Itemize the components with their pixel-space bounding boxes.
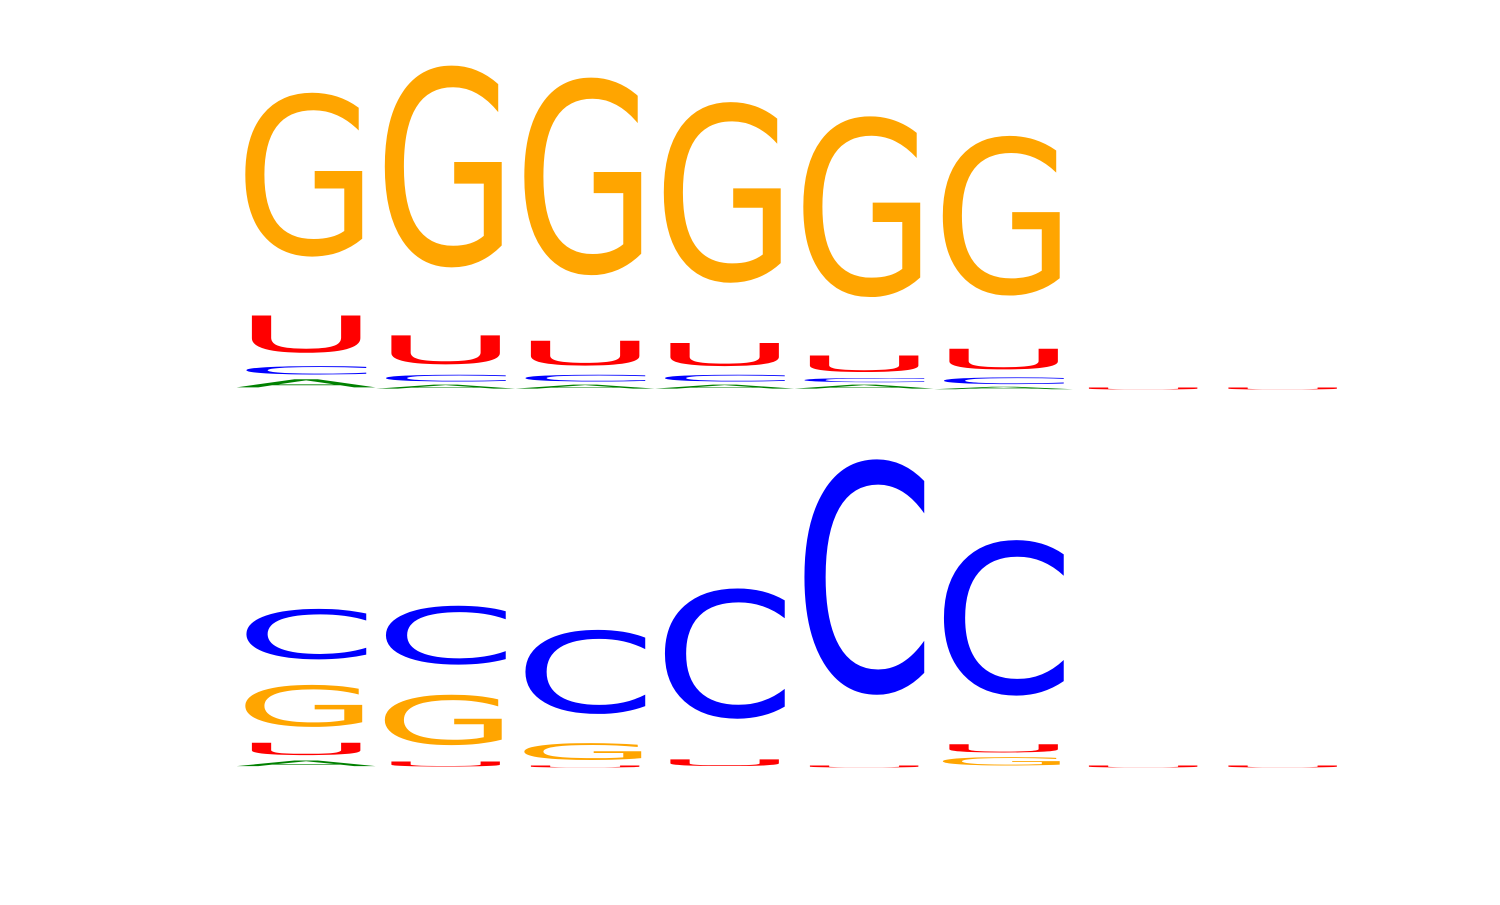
logo-letter-c: C (514, 373, 656, 383)
logo-letter-g: G (933, 755, 1075, 768)
logo-letter-g: G (793, 73, 935, 351)
logo-letter-a: A (375, 383, 517, 389)
logo-letter-g: G (654, 58, 796, 336)
logo-letter-g: G (235, 54, 377, 305)
logo-letter-u: U (1072, 387, 1214, 390)
logo-letter-a: A (514, 383, 656, 389)
logo-letter-a: A (235, 759, 377, 768)
logo-letter-c: C (235, 364, 377, 377)
logo-letter-g: G (514, 739, 656, 765)
logo-letter-u: U (933, 742, 1075, 755)
logo-letter-c: C (235, 596, 377, 674)
logo-letter-u: U (514, 765, 656, 768)
logo-letter-c: C (933, 376, 1075, 386)
logo-letter-u: U (235, 306, 377, 364)
logo-letter-a: A (654, 383, 796, 389)
logo-letter-c: C (654, 373, 796, 383)
logo-letter-u: U (375, 328, 517, 373)
logo-letter-u: U (793, 765, 935, 768)
logo-letter-g: G (933, 96, 1075, 343)
logo-letter-u: U (235, 739, 377, 758)
logo-letter-c: C (375, 592, 517, 682)
logo-letter-c: C (375, 373, 517, 383)
logo-letter-u: U (1212, 765, 1354, 768)
logo-letter-u: U (514, 334, 656, 373)
logo-letter-c: C (654, 557, 796, 757)
logo-letter-g: G (235, 674, 377, 739)
logo-letter-u: U (1072, 765, 1214, 768)
logo-letter-g: G (375, 17, 517, 327)
logo-letter-u: U (793, 351, 935, 377)
logo-letter-c: C (933, 503, 1075, 742)
logo-letter-a: A (235, 377, 377, 390)
logo-letter-u: U (375, 760, 517, 768)
logo-letter-c: C (514, 609, 656, 738)
logo-letter-u: U (933, 343, 1075, 375)
logo-letter-g: G (375, 682, 517, 760)
logo-letter-g: G (514, 31, 656, 334)
logo-letter-u: U (654, 337, 796, 373)
logo-letter-u: U (654, 758, 796, 768)
logo-letter-u: U (1212, 387, 1354, 390)
logo-letter-c: C (793, 403, 935, 765)
logo-letter-a: A (933, 386, 1075, 390)
logo-letter-a: A (793, 383, 935, 389)
logo-letter-c: C (793, 377, 935, 383)
